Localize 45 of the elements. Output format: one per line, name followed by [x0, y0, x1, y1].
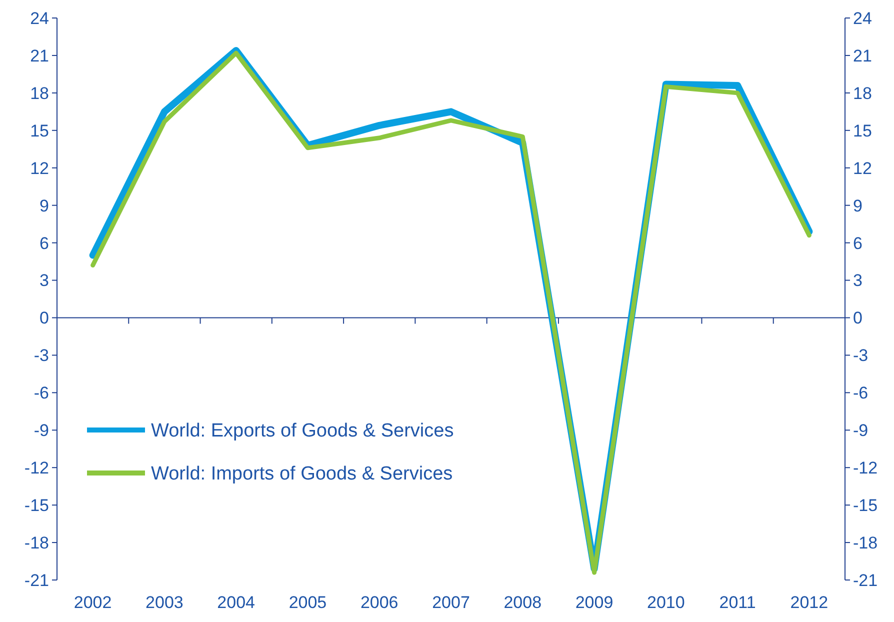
y-tick-label: 0 — [40, 308, 49, 328]
y-tick-label: -21 — [24, 570, 49, 590]
y2-tick-label: -15 — [853, 496, 878, 516]
y-tick-label: -18 — [24, 533, 49, 552]
x-tick-label: 2010 — [646, 593, 685, 612]
x-tick-label: 2012 — [790, 593, 828, 612]
x-tick-label: 2002 — [74, 593, 112, 612]
y2-tick-label: 12 — [853, 158, 872, 178]
y2-tick-label: 24 — [853, 8, 872, 28]
x-tick-label: 2007 — [432, 593, 470, 612]
x-tick-label: 2008 — [504, 593, 542, 612]
y-tick-label: 9 — [40, 196, 49, 216]
y2-tick-label: -9 — [853, 421, 868, 440]
y2-tick-label: -6 — [853, 384, 868, 403]
x-tick-label: 2009 — [575, 593, 614, 612]
y-tick-label: 18 — [30, 84, 49, 103]
y2-tick-label: 6 — [853, 234, 862, 253]
y-tick-label: 12 — [30, 158, 49, 178]
y-tick-label: -6 — [34, 384, 49, 403]
x-tick-label: 2006 — [360, 593, 398, 612]
x-tick-label: 2003 — [146, 593, 184, 612]
y2-tick-label: -18 — [853, 533, 878, 552]
x-tick-label: 2005 — [288, 593, 327, 612]
y-tick-label: -15 — [24, 496, 49, 516]
y2-tick-label: 18 — [853, 84, 872, 103]
legend-label: World: Exports of Goods & Services — [151, 420, 454, 442]
y2-tick-label: 15 — [853, 121, 872, 140]
y-tick-label: 6 — [40, 234, 49, 253]
y2-tick-label: 9 — [853, 196, 862, 216]
y2-tick-label: 21 — [853, 46, 872, 66]
y-tick-label: 21 — [30, 46, 49, 66]
y2-tick-label: -21 — [853, 570, 878, 590]
y-tick-label: 24 — [30, 8, 49, 28]
legend-label: World: Imports of Goods & Services — [151, 464, 453, 485]
y-tick-label: 15 — [30, 121, 49, 140]
y2-tick-label: 0 — [853, 308, 862, 328]
x-tick-label: 2011 — [719, 593, 756, 612]
y2-tick-label: -3 — [853, 346, 868, 366]
y-tick-label: -12 — [24, 458, 49, 478]
y-tick-label: -3 — [34, 346, 49, 366]
y-tick-label: 3 — [40, 271, 49, 290]
y2-tick-label: -12 — [853, 458, 878, 478]
y2-tick-label: 3 — [853, 271, 862, 290]
y-tick-label: -9 — [34, 421, 49, 440]
x-tick-label: 2004 — [217, 593, 256, 612]
